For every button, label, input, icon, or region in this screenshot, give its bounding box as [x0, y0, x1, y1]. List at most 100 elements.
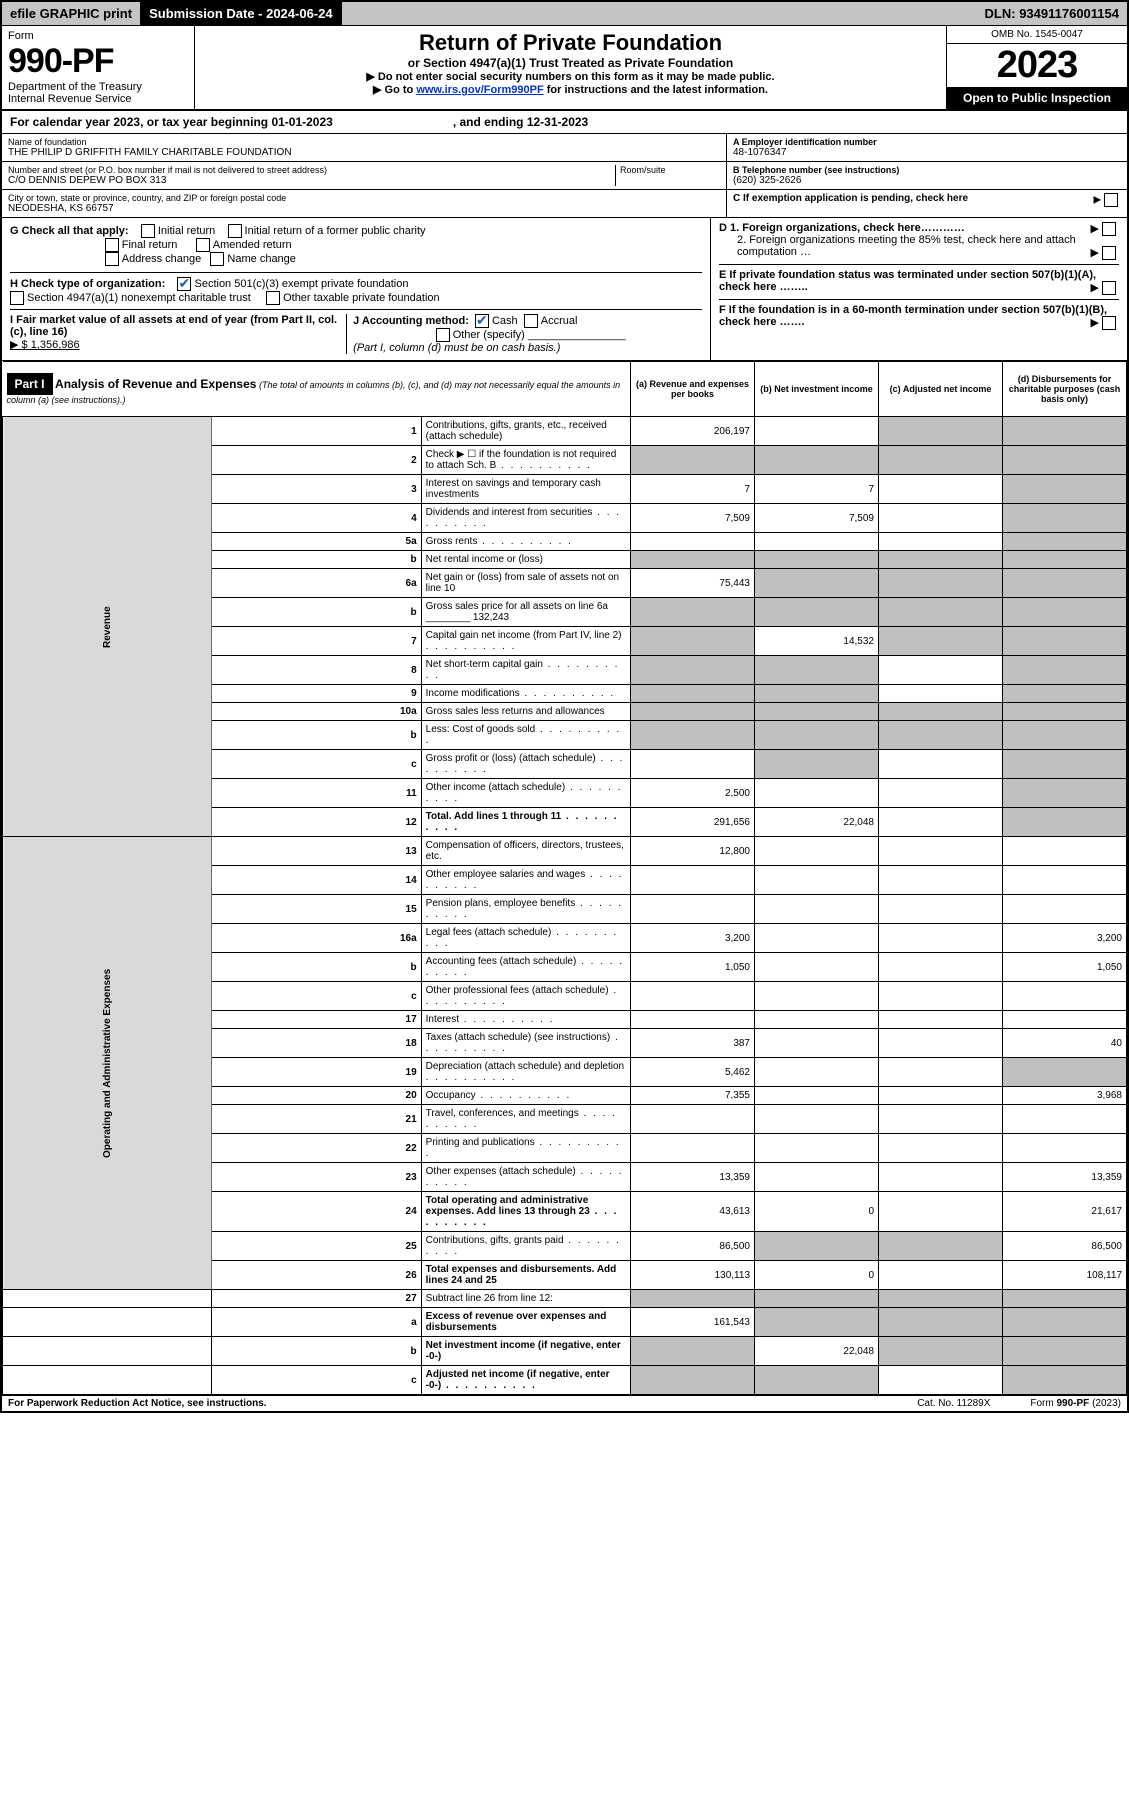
col-header-d: (d) Disbursements for charitable purpose… — [1003, 362, 1127, 417]
line-description: Other income (attach schedule) — [421, 779, 630, 808]
j-accrual: Accrual — [541, 315, 578, 327]
j-accrual-checkbox[interactable] — [524, 314, 538, 328]
g-initial-checkbox[interactable] — [141, 224, 155, 238]
line-number: 2 — [212, 446, 421, 475]
line-number: 25 — [212, 1232, 421, 1261]
j-other-checkbox[interactable] — [436, 328, 450, 342]
amount-cell: 206,197 — [631, 417, 755, 446]
amount-cell — [755, 721, 879, 750]
c-checkbox[interactable] — [1104, 193, 1118, 207]
amount-cell — [1003, 627, 1127, 656]
ein-label: A Employer identification number — [733, 137, 1121, 147]
address-cell: Number and street (or P.O. box number if… — [2, 162, 726, 190]
line-number: 7 — [212, 627, 421, 656]
irs-link[interactable]: www.irs.gov/Form990PF — [416, 84, 543, 96]
g-opt-5: Name change — [227, 253, 296, 265]
line-number: 5a — [212, 533, 421, 551]
amount-cell — [879, 569, 1003, 598]
amount-cell — [879, 417, 1003, 446]
j-other: Other (specify) — [453, 329, 525, 341]
city-label: City or town, state or province, country… — [8, 193, 720, 203]
f-row: F If the foundation is in a 60-month ter… — [719, 299, 1119, 328]
efile-print-label[interactable]: efile GRAPHIC print — [2, 2, 141, 25]
amount-cell — [879, 533, 1003, 551]
line-number: 9 — [212, 685, 421, 703]
e-row: E If private foundation status was termi… — [719, 264, 1119, 293]
amount-cell — [879, 475, 1003, 504]
g-opt-1: Initial return of a former public charit… — [245, 225, 426, 237]
amount-cell: 1,050 — [631, 953, 755, 982]
line-number: 3 — [212, 475, 421, 504]
amount-cell — [1003, 417, 1127, 446]
amount-cell — [1003, 703, 1127, 721]
col-header-b: (b) Net investment income — [755, 362, 879, 417]
f-checkbox[interactable] — [1102, 316, 1116, 330]
i-label: I Fair market value of all assets at end… — [10, 314, 337, 338]
line-number: c — [212, 1366, 421, 1395]
entity-right: A Employer identification number 48-1076… — [727, 134, 1127, 217]
amount-cell — [631, 656, 755, 685]
line-number: 1 — [212, 417, 421, 446]
amount-cell — [879, 656, 1003, 685]
line-number: 26 — [212, 1261, 421, 1290]
amount-cell — [755, 1011, 879, 1029]
analysis-table: Part I Analysis of Revenue and Expenses … — [2, 361, 1127, 1395]
period-right: , and ending 12-31-2023 — [453, 115, 588, 129]
amount-cell — [879, 627, 1003, 656]
g-opt-2: Final return — [122, 239, 178, 251]
line-description: Contributions, gifts, grants paid — [421, 1232, 630, 1261]
h-other-checkbox[interactable] — [266, 291, 280, 305]
h-4947-checkbox[interactable] — [10, 291, 24, 305]
amount-cell — [1003, 866, 1127, 895]
dept-line-2: Internal Revenue Service — [8, 93, 188, 105]
form-header: Form 990-PF Department of the Treasury I… — [2, 26, 1127, 111]
e-label: E If private foundation status was termi… — [719, 269, 1096, 293]
e-checkbox[interactable] — [1102, 281, 1116, 295]
line-description: Gross profit or (loss) (attach schedule) — [421, 750, 630, 779]
d2-checkbox[interactable] — [1102, 246, 1116, 260]
side-label-expenses: Operating and Administrative Expenses — [3, 837, 212, 1290]
amount-cell — [755, 551, 879, 569]
line-number: 17 — [212, 1011, 421, 1029]
amount-cell — [755, 656, 879, 685]
line-description: Gross sales price for all assets on line… — [421, 598, 630, 627]
amount-cell — [879, 1308, 1003, 1337]
line-number: 16a — [212, 924, 421, 953]
d1-checkbox[interactable] — [1102, 222, 1116, 236]
g-initial-former-checkbox[interactable] — [228, 224, 242, 238]
dept-line-1: Department of the Treasury — [8, 81, 188, 93]
entity-block: Name of foundation THE PHILIP D GRIFFITH… — [2, 134, 1127, 218]
line-number: 14 — [212, 866, 421, 895]
amount-cell — [879, 866, 1003, 895]
amount-cell: 40 — [1003, 1029, 1127, 1058]
g-name-checkbox[interactable] — [210, 252, 224, 266]
amount-cell — [879, 1337, 1003, 1366]
amount-cell — [879, 750, 1003, 779]
d2-label: 2. Foreign organizations meeting the 85%… — [737, 234, 1076, 258]
checks-right: D 1. Foreign organizations, check here……… — [711, 218, 1127, 360]
instruction-1: ▶ Do not enter social security numbers o… — [203, 70, 938, 83]
amount-cell: 86,500 — [1003, 1232, 1127, 1261]
h-501c3-checkbox[interactable] — [177, 277, 191, 291]
amount-cell — [755, 1232, 879, 1261]
line-number: b — [212, 953, 421, 982]
i-value: ▶ $ 1,356,986 — [10, 339, 80, 351]
line-number: 11 — [212, 779, 421, 808]
amount-cell: 22,048 — [755, 1337, 879, 1366]
line-description: Net investment income (if negative, ente… — [421, 1337, 630, 1366]
line-number: b — [212, 551, 421, 569]
g-address-checkbox[interactable] — [105, 252, 119, 266]
g-amended-checkbox[interactable] — [196, 238, 210, 252]
amount-cell — [631, 533, 755, 551]
line-number: 13 — [212, 837, 421, 866]
amount-cell — [755, 1290, 879, 1308]
open-inspection: Open to Public Inspection — [947, 87, 1127, 109]
g-final-checkbox[interactable] — [105, 238, 119, 252]
amount-cell — [879, 1232, 1003, 1261]
header-left: Form 990-PF Department of the Treasury I… — [2, 26, 195, 109]
j-cash-checkbox[interactable] — [475, 314, 489, 328]
amount-cell — [879, 1029, 1003, 1058]
amount-cell — [631, 1134, 755, 1163]
line-number: b — [212, 721, 421, 750]
line-number: 18 — [212, 1029, 421, 1058]
